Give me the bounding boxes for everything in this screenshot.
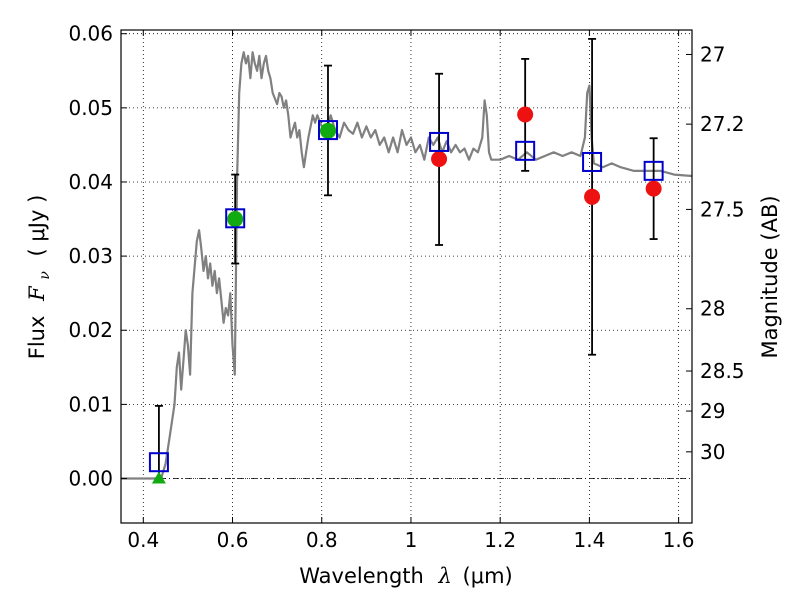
right-tick-label: 27.2 — [700, 112, 745, 136]
x-axis-label-prefix: Wavelength — [299, 564, 424, 588]
right-tick-label: 28.5 — [700, 359, 745, 383]
x-tick-label: 1.2 — [484, 528, 516, 552]
right-tick-label: 28 — [700, 297, 725, 321]
y-tick-label: 0.05 — [68, 96, 113, 120]
y-tick-label: 0.00 — [68, 467, 113, 491]
right-tick-label: 27.5 — [700, 197, 745, 221]
x-tick-label: 1.4 — [573, 528, 605, 552]
y-axis-label-unit: ( μJy ) — [25, 195, 49, 257]
y-tick-label: 0.01 — [68, 392, 113, 416]
x-axis-ticks: 0.4 0.6 0.8 1 1.2 1.4 1.6 — [127, 30, 695, 552]
y-axis-ticks: 0.00 0.01 0.02 0.03 0.04 0.05 0.06 — [68, 22, 127, 491]
observed-point — [431, 150, 448, 167]
observed-point — [227, 211, 244, 228]
right-axis-label: Magnitude (AB) — [758, 195, 782, 358]
model-photometry-box — [515, 140, 536, 161]
model-photometry-boxes — [148, 120, 664, 473]
observed-point — [584, 188, 601, 205]
x-tick-label: 1.6 — [663, 528, 695, 552]
model-photometry-box — [317, 120, 338, 141]
observed-point-upper-limit — [151, 471, 166, 484]
right-tick-label: 27 — [700, 42, 725, 66]
y-tick-label: 0.04 — [68, 170, 113, 194]
x-axis-label-unit: (μm) — [463, 564, 513, 588]
model-photometry-box — [148, 452, 169, 473]
model-photometry-box — [225, 208, 246, 229]
observed-point — [319, 122, 336, 139]
plot-frame — [120, 29, 693, 524]
sed-model-line — [121, 51, 693, 480]
y-tick-label: 0.06 — [68, 22, 113, 46]
model-photometry-box — [429, 131, 450, 152]
y-axis-label-var: F — [25, 285, 49, 302]
x-axis-label: Wavelength λ (μm) — [299, 564, 512, 588]
model-photometry-box — [582, 151, 603, 172]
right-axis-ticks: 27 27.2 27.5 28 28.5 29 30 — [686, 42, 745, 464]
observed-point — [517, 106, 534, 123]
y-axis-label-prefix: Flux — [25, 316, 49, 360]
x-tick-label: 0.4 — [127, 528, 159, 552]
y-tick-label: 0.03 — [68, 244, 113, 268]
right-tick-label: 30 — [700, 440, 725, 464]
x-tick-label: 0.6 — [217, 528, 249, 552]
x-tick-label: 1 — [405, 528, 418, 552]
observed-point — [645, 180, 662, 197]
x-axis-label-var: λ — [438, 564, 452, 588]
right-tick-label: 29 — [700, 399, 725, 423]
model-photometry-box — [643, 160, 664, 181]
observed-points — [151, 106, 662, 484]
y-axis-label: Flux F ν ( μJy ) — [25, 195, 54, 360]
y-axis-label-sub: ν — [37, 271, 53, 280]
y-tick-label: 0.02 — [68, 318, 113, 342]
x-tick-label: 0.8 — [306, 528, 338, 552]
